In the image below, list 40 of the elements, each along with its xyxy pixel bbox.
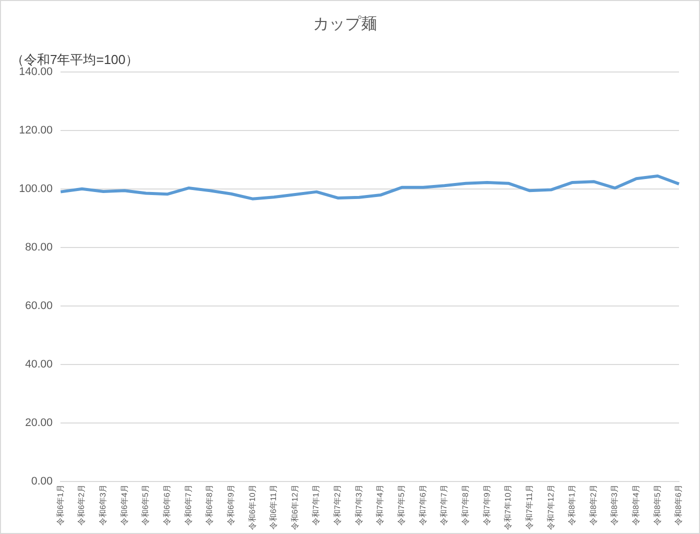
x-tick-label: 令和7年9月 bbox=[482, 484, 492, 526]
x-tick-label: 令和7年4月 bbox=[376, 484, 385, 526]
x-tick-label: 令和8年1月 bbox=[568, 484, 577, 526]
x-tick-label: 令和8年4月 bbox=[632, 484, 641, 526]
x-tick-label: 令和6年9月 bbox=[226, 484, 236, 526]
y-tick-label: 80.00 bbox=[25, 242, 53, 254]
y-tick-label: 120.00 bbox=[18, 124, 53, 137]
x-tick-label: 令和7年11月 bbox=[524, 484, 534, 530]
x-tick-label: 令和6年8月 bbox=[205, 484, 214, 526]
x-tick-label: 令和6年11月 bbox=[269, 484, 278, 530]
x-tick-label: 令和8年5月 bbox=[652, 484, 662, 526]
x-tick-label: 令和6年6月 bbox=[162, 484, 172, 526]
y-tick-label: 60.00 bbox=[25, 300, 53, 312]
x-tick-label: 令和6年4月 bbox=[120, 484, 129, 526]
y-tick-label: 40.00 bbox=[25, 358, 53, 371]
y-tick-label: 20.00 bbox=[25, 417, 53, 430]
x-tick-label: 令和7年2月 bbox=[333, 484, 342, 526]
x-tick-label: 令和7年5月 bbox=[397, 484, 406, 526]
x-tick-label: 令和7年3月 bbox=[354, 484, 364, 526]
x-tick-label: 令和7年1月 bbox=[312, 484, 321, 526]
chart-title: カップ麺 bbox=[313, 15, 377, 34]
x-tick-label: 令和8年6月 bbox=[674, 484, 684, 526]
x-tick-label: 令和7年12月 bbox=[546, 484, 556, 530]
y-tick-label: 0.00 bbox=[31, 476, 53, 488]
x-tick-label: 令和6年1月 bbox=[56, 484, 65, 526]
x-tick-label: 令和7年10月 bbox=[504, 484, 513, 530]
x-tick-label: 令和6年7月 bbox=[184, 484, 193, 526]
y-tick-label: 140.00 bbox=[18, 66, 53, 78]
x-tick-label: 令和6年2月 bbox=[77, 484, 86, 526]
x-tick-label: 令和6年3月 bbox=[98, 484, 108, 526]
y-tick-label: 100.00 bbox=[18, 183, 53, 196]
text: （令和7年平均=100） bbox=[11, 51, 139, 67]
x-tick-label: 令和8年2月 bbox=[588, 484, 598, 526]
x-tick-label: 令和6年5月 bbox=[141, 484, 150, 526]
x-tick-label: 令和7年6月 bbox=[418, 484, 428, 526]
x-tick-label: 令和8年3月 bbox=[610, 484, 620, 526]
x-tick-label: 令和6年12月 bbox=[290, 484, 300, 530]
x-tick-label: 令和7年8月 bbox=[460, 484, 470, 526]
x-tick-label: 令和6年10月 bbox=[248, 484, 257, 530]
x-tick-label: 令和7年7月 bbox=[440, 484, 449, 526]
